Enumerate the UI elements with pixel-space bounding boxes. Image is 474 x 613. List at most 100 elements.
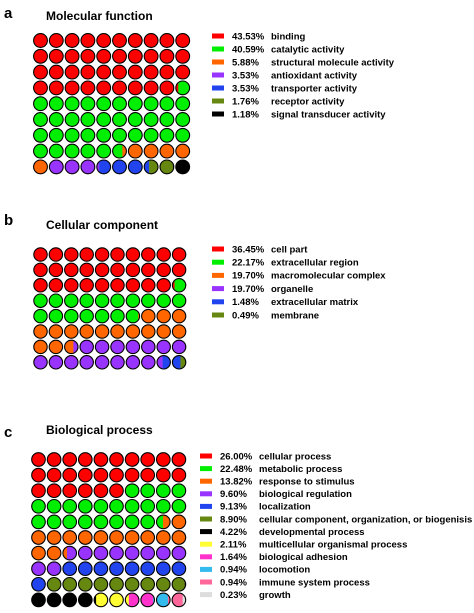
- waffle-cell: [33, 262, 48, 278]
- waffle-cell: [141, 339, 156, 355]
- waffle-cell: [48, 278, 64, 293]
- waffle-cell: [125, 278, 141, 293]
- waffle-cell: [140, 452, 156, 467]
- waffle-cell: [48, 339, 64, 355]
- legend-percent: 1.48%: [232, 297, 259, 308]
- waffle-cell: [125, 262, 141, 278]
- waffle-cell: [62, 483, 78, 499]
- waffle-cell: [171, 592, 187, 608]
- waffle-cell: [110, 355, 125, 370]
- waffle-cell: [31, 452, 46, 467]
- waffle-cell: [127, 80, 143, 96]
- waffle-cell: [94, 324, 110, 339]
- waffle-cell: [175, 159, 191, 175]
- waffle-cell: [112, 96, 127, 112]
- waffle-cell: [125, 293, 141, 308]
- waffle-cell: [64, 324, 79, 339]
- waffle-cell: [96, 112, 112, 127]
- waffle-cell: [127, 159, 143, 175]
- waffle-cell: [79, 247, 94, 262]
- waffle-cell: [33, 339, 48, 355]
- waffle-cell: [159, 33, 175, 48]
- waffle-cell: [155, 561, 171, 577]
- legend-percent: 0.49%: [232, 310, 259, 321]
- waffle-cell: [94, 339, 110, 355]
- waffle-cell: [94, 355, 110, 370]
- panel-title: Biological process: [46, 423, 153, 437]
- waffle-cell: [171, 483, 187, 499]
- waffle-cell: [171, 355, 187, 370]
- waffle-cell: [171, 498, 187, 514]
- legend-label: binding: [271, 31, 305, 42]
- waffle-cell: [175, 96, 191, 112]
- waffle-cell: [175, 48, 191, 64]
- waffle-cell: [124, 530, 140, 545]
- waffle-cell: [64, 112, 80, 127]
- waffle-cell: [64, 33, 80, 48]
- legend-swatch: [212, 272, 224, 278]
- legend-percent: 26.00%: [220, 451, 253, 462]
- legend-label: growth: [259, 590, 291, 601]
- waffle-cell: [140, 592, 156, 608]
- waffle-cell: [112, 143, 127, 159]
- waffle-cell: [125, 355, 141, 370]
- waffle-cell: [143, 143, 159, 159]
- waffle-cell: [156, 339, 171, 355]
- waffle-cell: [93, 514, 109, 530]
- waffle-cell: [175, 64, 191, 80]
- waffle-cell: [48, 293, 64, 308]
- waffle-cell: [48, 33, 64, 48]
- waffle-cell: [62, 467, 78, 483]
- panel-letter: a: [4, 5, 13, 22]
- waffle-cell: [155, 592, 171, 608]
- waffle-cell: [31, 561, 46, 577]
- waffle-cell: [143, 48, 159, 64]
- waffle-cell: [155, 514, 171, 530]
- legend-percent: 8.90%: [220, 514, 247, 525]
- waffle-cell: [143, 64, 159, 80]
- waffle-cell: [175, 143, 191, 159]
- waffle-cell: [109, 576, 124, 592]
- waffle-cell: [171, 247, 187, 262]
- legend-label: antioxidant activity: [271, 70, 358, 81]
- waffle-cell: [125, 339, 141, 355]
- waffle-cell: [140, 576, 156, 592]
- waffle-cell: [141, 278, 156, 293]
- waffle-cell: [33, 127, 48, 143]
- waffle-cell: [124, 514, 140, 530]
- waffle-cell: [64, 293, 79, 308]
- waffle-cell: [109, 483, 124, 499]
- legend-percent: 19.70%: [232, 284, 265, 295]
- waffle-cell: [127, 127, 143, 143]
- legend-label: immune system process: [259, 577, 370, 588]
- waffle-cell: [62, 561, 78, 577]
- waffle-cell: [156, 324, 171, 339]
- waffle-cell: [94, 247, 110, 262]
- waffle-cell: [127, 48, 143, 64]
- waffle-cell: [109, 530, 124, 545]
- waffle-cell: [64, 308, 79, 324]
- waffle-cell: [33, 293, 48, 308]
- waffle-cell: [77, 561, 93, 577]
- waffle-cell: [109, 545, 124, 561]
- waffle-cell: [33, 247, 48, 262]
- waffle-cell: [46, 576, 62, 592]
- waffle-cell: [159, 112, 175, 127]
- waffle-cell: [77, 467, 93, 483]
- waffle-cell: [31, 467, 46, 483]
- waffle-cell: [93, 498, 109, 514]
- waffle-cell: [79, 324, 94, 339]
- legend-swatch: [200, 529, 212, 535]
- legend-swatch: [200, 579, 212, 585]
- legend-label: biological adhesion: [259, 552, 348, 563]
- waffle-cell: [127, 143, 143, 159]
- waffle-cell: [93, 561, 109, 577]
- waffle-cell: [110, 308, 125, 324]
- waffle-cell: [80, 80, 96, 96]
- waffle-cell: [125, 308, 141, 324]
- legend-percent: 9.60%: [220, 489, 247, 500]
- waffle-cell: [124, 561, 140, 577]
- waffle-cell: [46, 545, 62, 561]
- waffle-cell: [77, 452, 93, 467]
- waffle-cell: [94, 293, 110, 308]
